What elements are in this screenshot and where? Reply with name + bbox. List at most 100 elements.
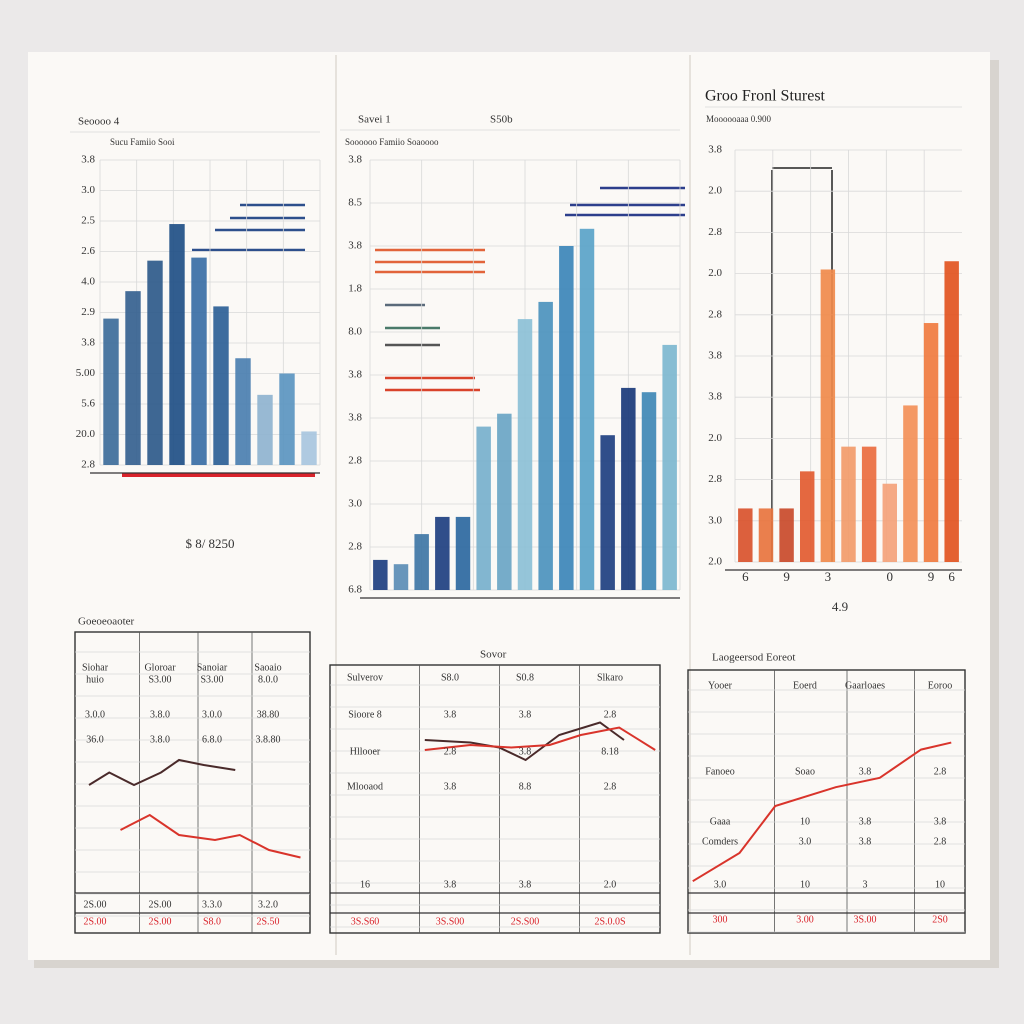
y-tick-label: 2.9	[81, 306, 95, 318]
y-tick-label: 2.8	[708, 226, 722, 238]
bar	[538, 301, 553, 590]
bar	[903, 405, 918, 562]
table-cell: 3.8.0	[150, 734, 170, 745]
chart: Groo Fronl Sturest Moooooaaa 0.900 2.0 3.0 2…	[705, 88, 962, 614]
table-cell: Hllooer	[350, 746, 381, 757]
bar	[257, 394, 273, 465]
chart: Laogeersod Eoreot Yooer Eoerd Gaarloaes Eoro…	[687, 652, 966, 934]
table-cell: 2S0	[932, 914, 948, 925]
y-tick-label: 2.8	[348, 541, 362, 553]
table-cell: 3.8	[444, 879, 457, 890]
chart-subtitle: Sucu Famiio Sooi	[110, 137, 175, 147]
y-tick-label: 20.0	[76, 428, 96, 440]
table-cell: 3.8	[519, 879, 532, 890]
x-tick-label: 9	[783, 569, 790, 584]
table-cell: 3.8	[519, 746, 532, 757]
y-tick-label: 3.8	[348, 412, 362, 424]
y-tick-label: 1.8	[348, 283, 362, 295]
table-cell: 2.8	[604, 709, 617, 720]
table-cell: Mlooaod	[347, 781, 383, 792]
table-cell: 3.8	[444, 709, 457, 720]
table-cell: 2S.S00	[511, 916, 540, 927]
bar	[301, 431, 317, 465]
bar	[497, 413, 512, 590]
table-cell: 2.0	[604, 879, 617, 890]
table-cell: 3.8	[444, 781, 457, 792]
table-cell: Siohar	[82, 662, 109, 673]
table-cell: huio	[86, 674, 104, 685]
chart-title: Seoooo 4	[78, 116, 120, 128]
y-tick-label: 5.6	[81, 398, 95, 410]
y-tick-label: 3.8	[708, 144, 722, 156]
chart: Seoooo 4 Sucu Famiio Sooi 2.8 20.0 5.6 5.00 3.…	[70, 116, 321, 551]
table-cell: 3S.S00	[436, 916, 465, 927]
bar	[517, 319, 533, 590]
table-cell: 300	[713, 914, 728, 925]
chart-title: Goeoeoaoter	[78, 616, 135, 628]
bar	[125, 291, 141, 465]
y-tick-label: 3.8	[348, 154, 362, 166]
table-cell: 36.0	[86, 734, 104, 745]
table-cell: 3.8.0	[150, 709, 170, 720]
chart-title: Sovor	[480, 649, 507, 661]
table-cell: 3.0	[799, 836, 812, 847]
line	[120, 813, 301, 859]
chart-subtitle: Soooooo Famiio Soaoooo	[345, 137, 439, 147]
bar	[147, 260, 163, 465]
x-tick-label: 6	[742, 569, 749, 584]
table-frame	[74, 631, 311, 934]
table-cell: 10	[800, 879, 810, 890]
y-tick-label: 2.0	[708, 185, 722, 197]
y-tick-label: 8.0	[348, 326, 362, 338]
bar	[559, 246, 574, 590]
table-cell: 8.18	[601, 746, 619, 757]
chart-subtitle: Moooooaaa 0.900	[706, 114, 771, 124]
chart-title: Laogeersod Eoreot	[712, 652, 795, 664]
table-cell: 3.0.0	[85, 709, 105, 720]
table-cell: S3.00	[148, 674, 171, 685]
y-tick-label: 2.8	[348, 455, 362, 467]
table-cell: 3.2.0	[258, 899, 278, 910]
chart: Savei 1 Soooooo Famiio Soaoooo S50b 6.8 2.8 3…	[340, 114, 681, 599]
chart: Goeoeoaoter Siohar Gloroar Sanoiar Saoaio hui…	[74, 616, 311, 934]
table-cell: Gaaa	[710, 816, 731, 827]
bar	[169, 224, 185, 465]
bar	[738, 508, 753, 562]
y-tick-label: 2.5	[81, 215, 95, 227]
table-cell: Slkaro	[597, 672, 623, 683]
bar	[621, 387, 636, 590]
table-cell: Gaarloaes	[845, 680, 885, 691]
table-cell: S8.0	[203, 916, 221, 927]
table-cell: 2S.00	[83, 916, 106, 927]
bar	[662, 344, 677, 590]
bar	[414, 534, 429, 590]
bar	[923, 323, 939, 562]
table-cell: 10	[800, 816, 810, 827]
y-tick-label: 8.5	[348, 197, 362, 209]
table-cell: 3.8	[934, 816, 947, 827]
bar	[861, 446, 877, 562]
table-cell: 2S.0.0S	[594, 916, 625, 927]
table-cell: Sulverov	[347, 672, 383, 683]
table-cell: 3.0	[714, 879, 727, 890]
bar	[641, 392, 657, 590]
bar	[882, 483, 897, 562]
y-tick-label: 3.8	[348, 369, 362, 381]
chart-title: Savei 1	[358, 114, 391, 126]
table-cell: 6.8.0	[202, 734, 222, 745]
table-cell: 3S.00	[853, 914, 876, 925]
bar	[235, 358, 251, 465]
table-cell: 16	[360, 879, 370, 890]
table-cell: S8.0	[441, 672, 459, 683]
y-tick-label: 5.00	[76, 367, 96, 379]
table-cell: 3.8	[859, 766, 872, 777]
bar	[600, 435, 615, 590]
table-cell: 3.0.0	[202, 709, 222, 720]
y-tick-label: 3.8	[81, 154, 95, 166]
table-cell: 8.8	[519, 781, 532, 792]
bar	[579, 228, 595, 591]
bar	[435, 516, 450, 590]
y-tick-label: 3.0	[348, 498, 362, 510]
table-cell: Yooer	[708, 680, 733, 691]
